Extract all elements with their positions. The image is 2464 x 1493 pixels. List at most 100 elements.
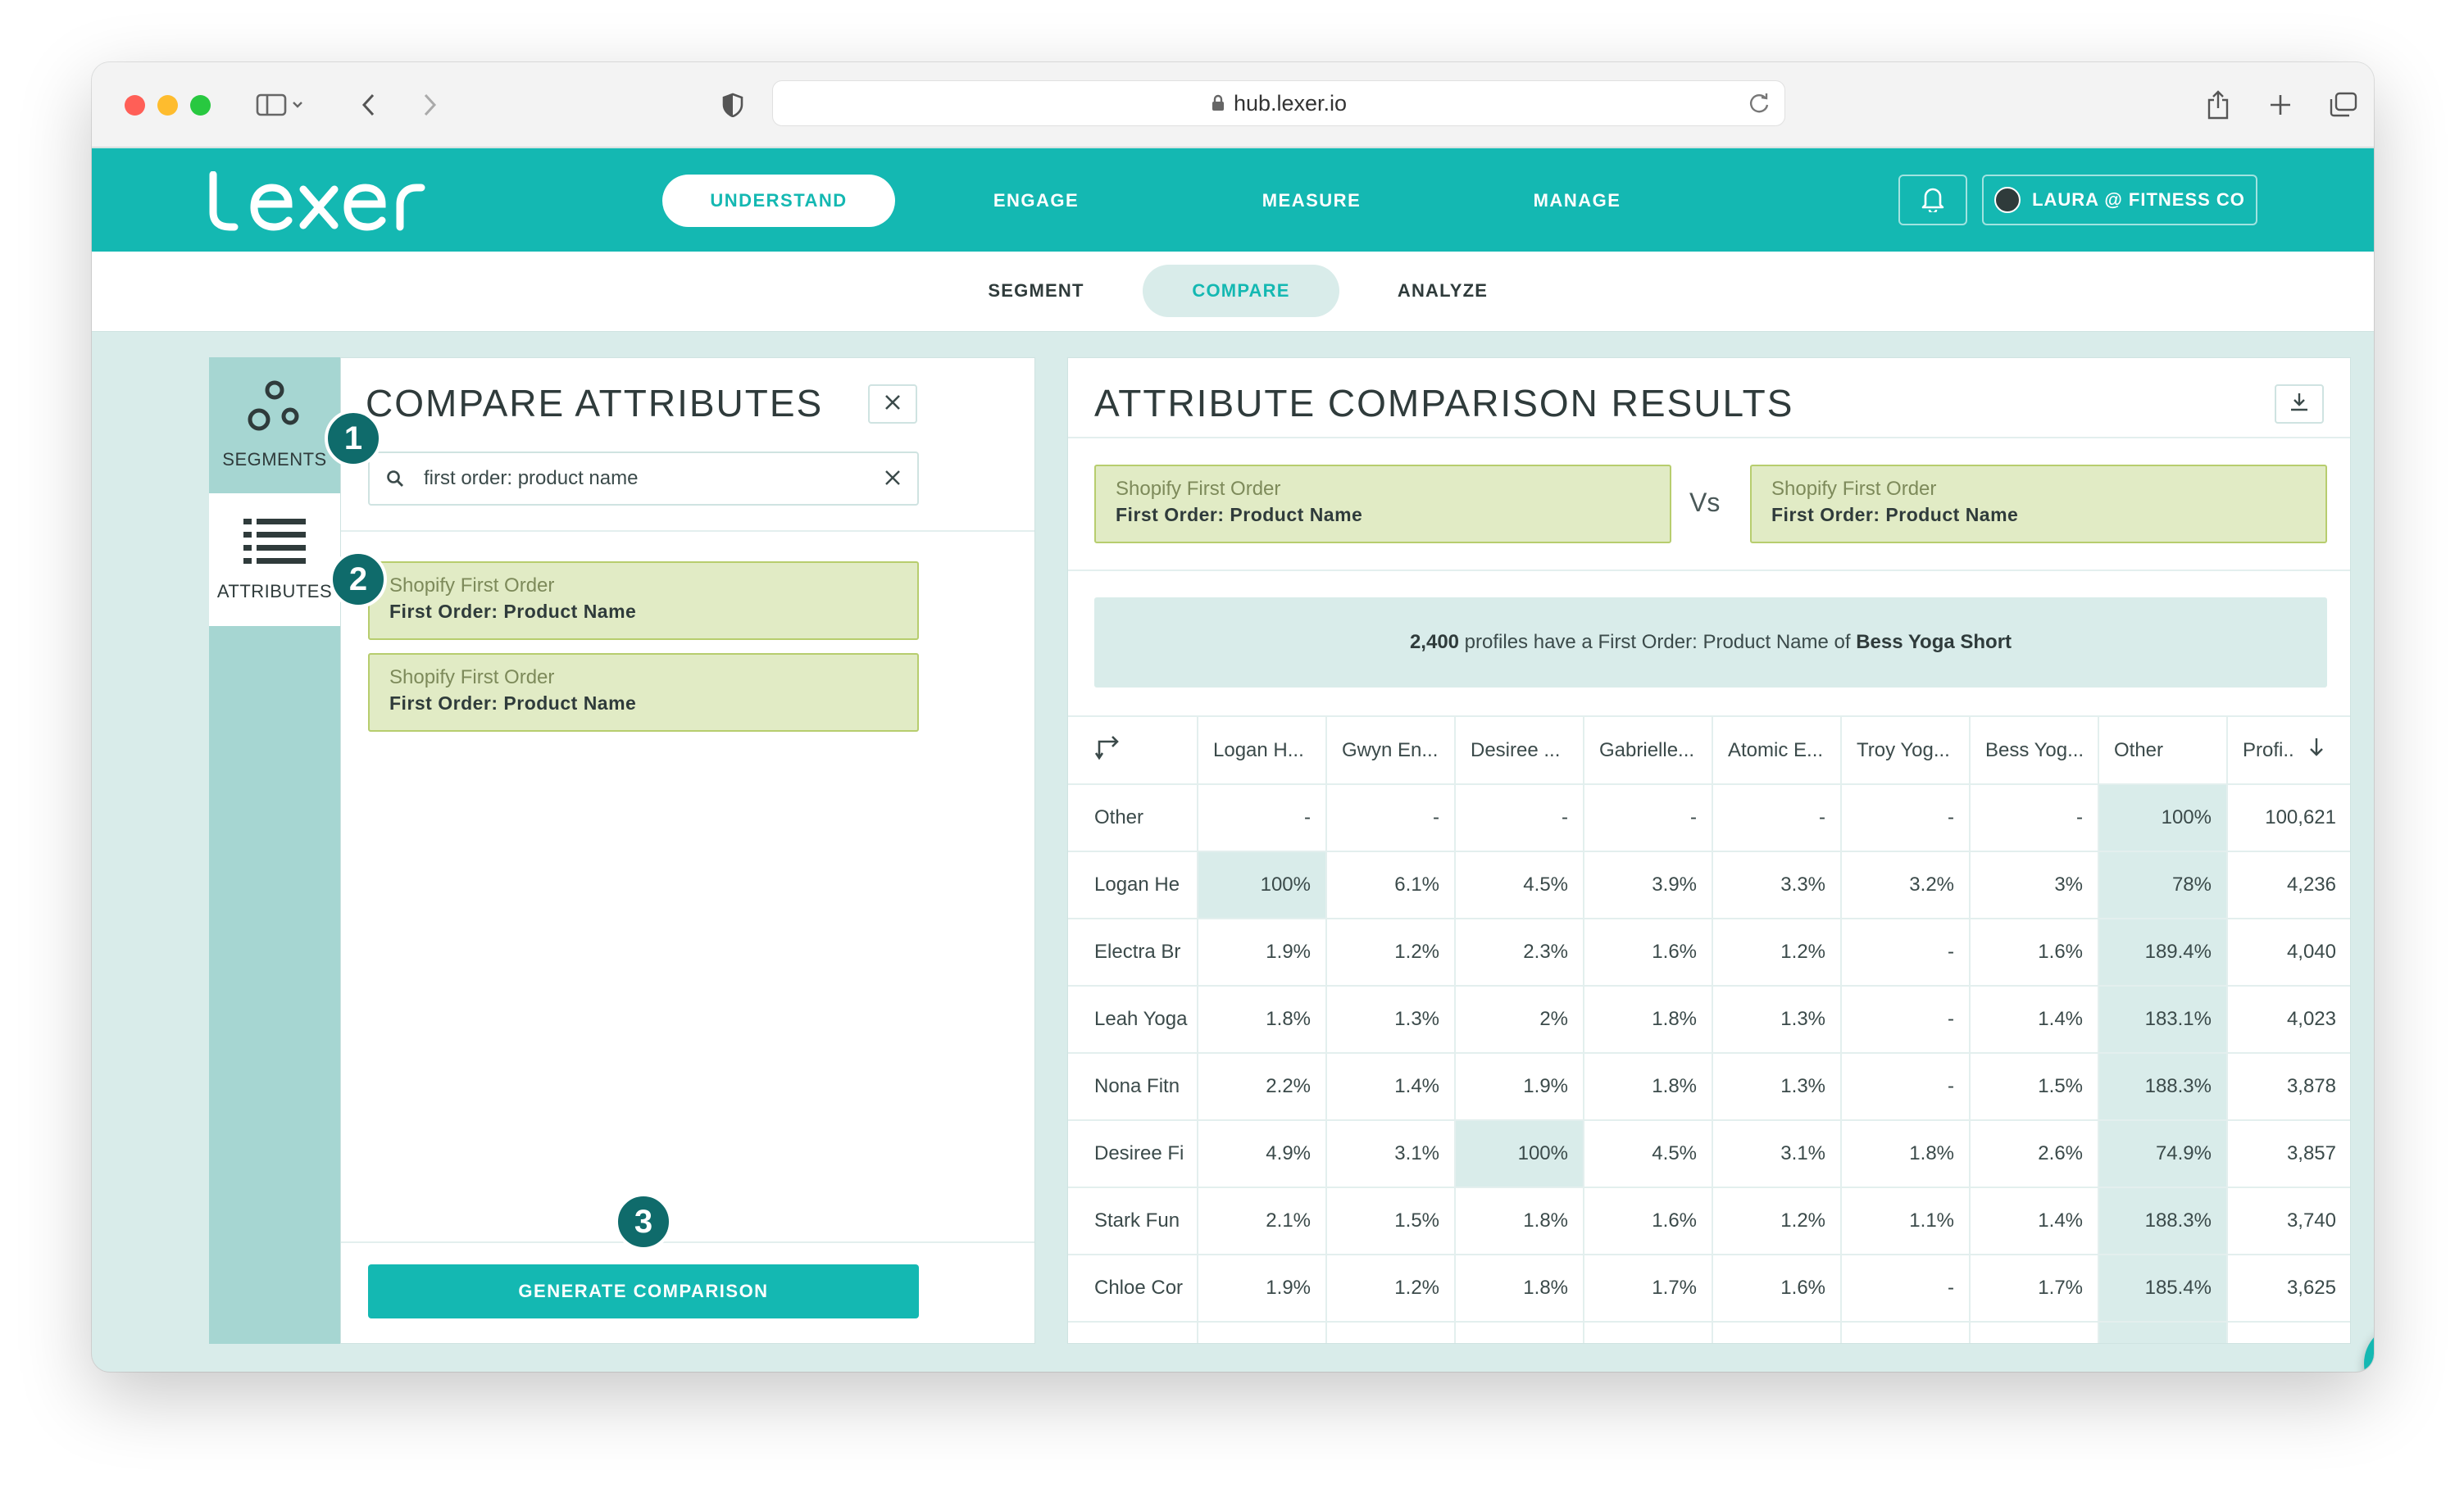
download-icon <box>2289 392 2309 417</box>
table-cell: 3.1% <box>1712 1120 1842 1188</box>
shield-icon[interactable] <box>716 85 749 125</box>
notifications-button[interactable] <box>1898 175 1967 225</box>
table-row[interactable]: Logan He 100% 6.1% 4.5% 3.9% 3.3% 3.2% 3% 78% 4,2… <box>1068 851 2350 919</box>
table-row[interactable]: Chloe Cor 1.9% 1.2% 1.8% 1.7% 1.6% -1.7% 185.4%… <box>1068 1255 2350 1323</box>
column-header[interactable]: Gabrielle... <box>1584 717 1713 785</box>
table-cell: - <box>1198 784 1327 852</box>
step-marker-1: 1 <box>325 410 382 467</box>
table-cell <box>2098 1322 2228 1343</box>
subnav-analyze[interactable]: ANALYZE <box>1397 280 1489 301</box>
table-cell: - <box>1455 784 1584 852</box>
left-attribute-card[interactable]: Shopify First Order First Order: Product… <box>1094 465 1671 543</box>
nav-engage[interactable]: ENGAGE <box>993 190 1080 211</box>
sidebar-tab-attributes[interactable]: ATTRIBUTES <box>209 493 340 626</box>
row-label: Desiree Fi <box>1068 1120 1198 1188</box>
address-bar[interactable]: hub.lexer.io <box>772 80 1785 126</box>
table-cell: 1.6% <box>1584 919 1713 987</box>
column-header[interactable]: Desiree ... <box>1455 717 1584 785</box>
left-sidebar: SEGMENTS ATTRIBUTES <box>209 357 340 1344</box>
table-row <box>1068 1322 2350 1343</box>
column-header[interactable]: Bess Yog... <box>1970 717 2099 785</box>
tab-overview-icon[interactable] <box>2325 85 2361 125</box>
table-cell: - <box>1841 986 1971 1054</box>
sidebar-toggle-icon[interactable] <box>252 85 310 125</box>
top-navigation: UNDERSTAND ENGAGE MEASURE MANAGE LAURA @… <box>92 148 2374 252</box>
swap-axes-cell[interactable] <box>1068 717 1198 785</box>
right-attribute-card[interactable]: Shopify First Order First Order: Product… <box>1750 465 2327 543</box>
chat-launcher-button[interactable] <box>2364 1324 2374 1372</box>
download-button[interactable] <box>2275 384 2324 424</box>
user-menu-button[interactable]: LAURA @ FITNESS CO <box>1982 175 2257 225</box>
table-cell: 100,621 <box>2227 784 2350 852</box>
table-cell: 1.2% <box>1326 919 1456 987</box>
attribute-card[interactable]: Shopify First Order First Order: Product… <box>368 561 919 640</box>
divider <box>1068 570 2350 571</box>
table-cell: 183.1% <box>2098 986 2228 1054</box>
table-cell: 1.4% <box>1970 1187 2099 1255</box>
zoom-window-button[interactable] <box>190 95 211 116</box>
table-row[interactable]: Nona Fitn 2.2% 1.4% 1.9% 1.8% 1.3% -1.5% 188.3%… <box>1068 1053 2350 1121</box>
nav-understand[interactable]: UNDERSTAND <box>662 175 895 227</box>
bell-icon <box>1921 184 1945 216</box>
search-value: first order: product name <box>424 467 639 489</box>
table-cell: 74.9% <box>2098 1120 2228 1188</box>
table-cell <box>1584 1322 1713 1343</box>
sort-descending-icon[interactable] <box>2307 737 2325 764</box>
new-tab-icon[interactable] <box>2264 85 2297 125</box>
back-icon[interactable] <box>352 85 385 125</box>
generate-comparison-button[interactable]: GENERATE COMPARISON <box>368 1264 919 1318</box>
minimize-window-button[interactable] <box>157 95 178 116</box>
list-icon <box>243 517 306 571</box>
table-cell: 1.8% <box>1584 986 1713 1054</box>
table-cell: 1.2% <box>1712 1187 1842 1255</box>
table-row[interactable]: Stark Fun 2.1% 1.5% 1.8% 1.6% 1.2% 1.1% 1.4% 188… <box>1068 1187 2350 1255</box>
sidebar-segments-label: SEGMENTS <box>222 449 327 470</box>
table-cell: 1.7% <box>1970 1255 2099 1323</box>
column-header[interactable]: Atomic E... <box>1712 717 1842 785</box>
nav-measure[interactable]: MEASURE <box>1262 190 1362 211</box>
close-window-button[interactable] <box>125 95 145 116</box>
results-title: ATTRIBUTE COMPARISON RESULTS <box>1094 382 1794 424</box>
sidebar-tab-segments[interactable]: SEGMENTS <box>209 357 340 492</box>
subnav-segment[interactable]: SEGMENT <box>988 280 1084 301</box>
forward-icon[interactable] <box>413 85 446 125</box>
subnav-compare[interactable]: COMPARE <box>1143 265 1339 317</box>
table-cell: 100% <box>1455 1120 1584 1188</box>
table-cell: 2.2% <box>1198 1053 1327 1121</box>
nav-manage[interactable]: MANAGE <box>1533 190 1621 211</box>
lock-icon <box>1211 94 1225 112</box>
table-cell: 4.9% <box>1198 1120 1327 1188</box>
close-panel-button[interactable] <box>868 384 917 424</box>
table-cell: 3,625 <box>2227 1255 2350 1323</box>
table-cell: 2% <box>1455 986 1584 1054</box>
table-cell: 188.3% <box>2098 1187 2228 1255</box>
table-cell: 1.4% <box>1970 986 2099 1054</box>
reload-icon[interactable] <box>1747 91 1771 121</box>
attribute-card[interactable]: Shopify First Order First Order: Product… <box>368 653 919 732</box>
share-icon[interactable] <box>2202 85 2234 125</box>
column-header[interactable]: Logan H... <box>1198 717 1327 785</box>
summary-count: 2,400 <box>1409 631 1460 653</box>
table-row[interactable]: Desiree Fi 4.9% 3.1% 100% 4.5% 3.1% 1.8% 2.6% 74… <box>1068 1120 2350 1188</box>
row-label: Chloe Cor <box>1068 1255 1198 1323</box>
table-cell: 185.4% <box>2098 1255 2228 1323</box>
browser-window: hub.lexer.io <box>92 62 2374 1372</box>
summary-text: profiles have a First Order: Product Nam… <box>1459 631 1857 653</box>
table-row[interactable]: Leah Yoga 1.8% 1.3% 2% 1.8% 1.3% -1.4% 183.1% 4,… <box>1068 986 2350 1054</box>
table-cell: 3,740 <box>2227 1187 2350 1255</box>
table-row[interactable]: Other - - - - - - -100% 100,621 <box>1068 784 2350 852</box>
table-cell: 3,878 <box>2227 1053 2350 1121</box>
table-cell: 1.3% <box>1712 1053 1842 1121</box>
table-cell: 1.3% <box>1712 986 1842 1054</box>
avatar <box>1994 187 2021 213</box>
table-row[interactable]: Electra Br 1.9% 1.2% 2.3% 1.6% 1.2% -1.6% 189.4… <box>1068 919 2350 987</box>
profiles-column-header[interactable]: Profi.. <box>2227 717 2350 785</box>
clear-search-icon[interactable] <box>883 468 902 488</box>
table-cell: 1.6% <box>1712 1255 1842 1323</box>
table-cell <box>1455 1322 1584 1343</box>
column-header[interactable]: Other <box>2098 717 2228 785</box>
attribute-search-input[interactable]: first order: product name <box>368 452 919 506</box>
column-header[interactable]: Troy Yog... <box>1841 717 1971 785</box>
lexer-logo[interactable] <box>207 170 444 236</box>
column-header[interactable]: Gwyn En... <box>1326 717 1456 785</box>
